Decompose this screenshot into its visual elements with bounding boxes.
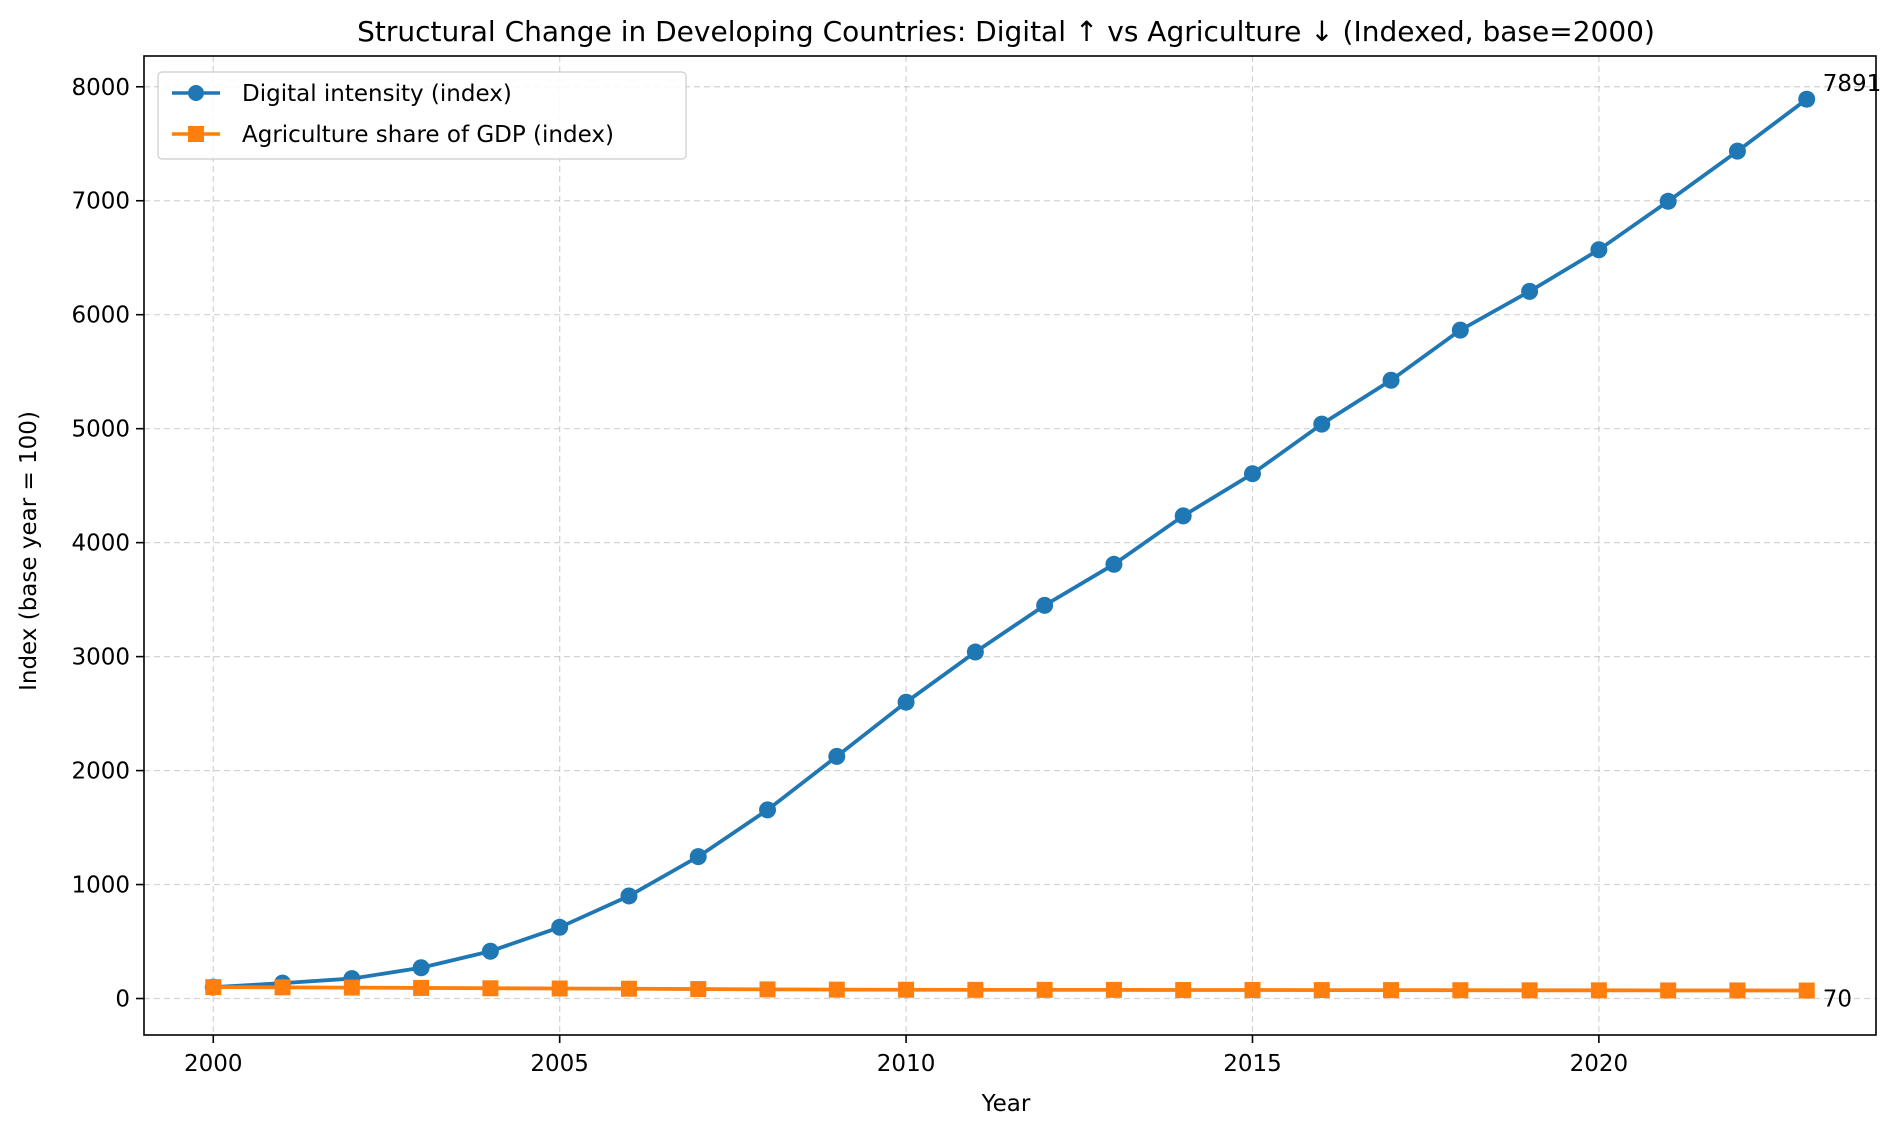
data-point <box>1036 596 1054 614</box>
y-tick-label: 0 <box>115 987 130 1013</box>
data-point <box>1590 241 1608 259</box>
y-axis-title: Index (base year = 100) <box>16 411 42 691</box>
data-point <box>1660 982 1677 999</box>
x-tick-label: 2000 <box>184 1051 243 1077</box>
axis-ticks: 2000 2005 2010 2015 2020 0 1000 2000 3000 4000 500… <box>71 75 1628 1077</box>
y-tick-label: 6000 <box>71 303 130 329</box>
data-point <box>898 981 915 998</box>
data-point <box>1728 142 1746 160</box>
data-point <box>1590 982 1607 999</box>
data-point <box>343 979 360 996</box>
data-point <box>412 959 430 977</box>
data-point <box>690 981 707 998</box>
legend-marker-square-icon <box>188 126 204 142</box>
legend-box <box>157 71 687 160</box>
data-point <box>1451 321 1469 339</box>
data-point <box>1244 981 1261 998</box>
data-point <box>620 887 638 905</box>
data-point <box>1313 415 1331 433</box>
y-tick-label: 7000 <box>71 189 130 215</box>
data-point <box>759 801 777 819</box>
legend-marker-circle-icon <box>188 85 204 101</box>
data-point <box>1383 982 1400 999</box>
x-tick-label: 2005 <box>530 1051 589 1077</box>
plot-frame <box>143 55 1877 1036</box>
data-point <box>1105 981 1122 998</box>
data-point <box>1174 507 1192 525</box>
data-point <box>551 918 569 936</box>
data-point <box>1798 982 1815 999</box>
data-point <box>1175 981 1192 998</box>
x-axis-title: Year <box>981 1091 1031 1117</box>
data-point <box>1521 982 1538 999</box>
y-tick-label: 5000 <box>71 417 130 443</box>
data-point <box>1105 555 1123 573</box>
data-point <box>1659 192 1677 210</box>
data-point <box>1313 982 1330 999</box>
data-point <box>1521 282 1539 300</box>
x-tick-label: 2015 <box>1223 1051 1282 1077</box>
series-line-digital <box>213 97 1808 990</box>
data-point <box>1798 90 1816 108</box>
data-point <box>689 848 707 866</box>
data-point <box>897 693 915 711</box>
data-point <box>551 980 568 997</box>
data-point <box>759 981 776 998</box>
data-point <box>1382 371 1400 389</box>
data-point <box>1243 465 1261 483</box>
data-point <box>966 643 984 661</box>
x-tick-label: 2020 <box>1570 1051 1629 1077</box>
series-agriculture: 70 <box>205 979 1852 1013</box>
data-point <box>1452 982 1469 999</box>
y-tick-label: 3000 <box>71 645 130 671</box>
series-layer: 7891 70 <box>204 71 1882 1013</box>
data-point <box>481 942 499 960</box>
legend: Digital intensity (index) Agriculture sh… <box>157 71 687 160</box>
data-point <box>828 981 845 998</box>
data-point <box>274 979 291 996</box>
data-point <box>967 981 984 998</box>
data-point <box>620 980 637 997</box>
y-tick-label: 2000 <box>71 759 130 785</box>
data-point <box>1036 981 1053 998</box>
data-point <box>482 980 499 997</box>
end-value-label: 7891 <box>1823 71 1882 97</box>
y-tick-label: 1000 <box>71 873 130 899</box>
grid-lines <box>144 56 1876 1035</box>
chart-title: Structural Change in Developing Countrie… <box>357 15 1655 48</box>
y-tick-label: 4000 <box>71 531 130 557</box>
data-point <box>828 747 846 765</box>
y-tick-label: 8000 <box>71 75 130 101</box>
data-point <box>413 979 430 996</box>
legend-label-digital: Digital intensity (index) <box>242 81 512 107</box>
series-line-agriculture <box>213 985 1807 993</box>
data-point <box>205 979 222 996</box>
legend-label-agriculture: Agriculture share of GDP (index) <box>242 122 614 148</box>
data-point <box>1729 982 1746 999</box>
end-value-label: 70 <box>1823 987 1852 1013</box>
x-tick-label: 2010 <box>877 1051 936 1077</box>
